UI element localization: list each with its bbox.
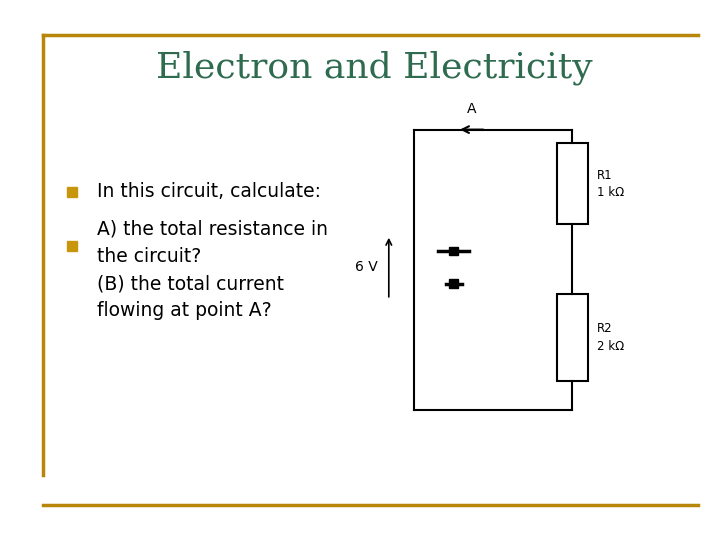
- Bar: [449, 279, 459, 288]
- Text: In this circuit, calculate:: In this circuit, calculate:: [97, 182, 321, 201]
- Text: R2
2 kΩ: R2 2 kΩ: [597, 322, 624, 353]
- Text: Electron and Electricity: Electron and Electricity: [156, 50, 593, 85]
- Text: R1
1 kΩ: R1 1 kΩ: [597, 168, 624, 199]
- Text: 6 V: 6 V: [355, 260, 378, 274]
- Text: A) the total resistance in
the circuit?
(B) the total current
flowing at point A: A) the total resistance in the circuit? …: [97, 220, 328, 320]
- Bar: [557, 143, 588, 224]
- Text: A: A: [467, 102, 477, 116]
- Bar: [449, 247, 459, 255]
- Bar: [557, 294, 588, 381]
